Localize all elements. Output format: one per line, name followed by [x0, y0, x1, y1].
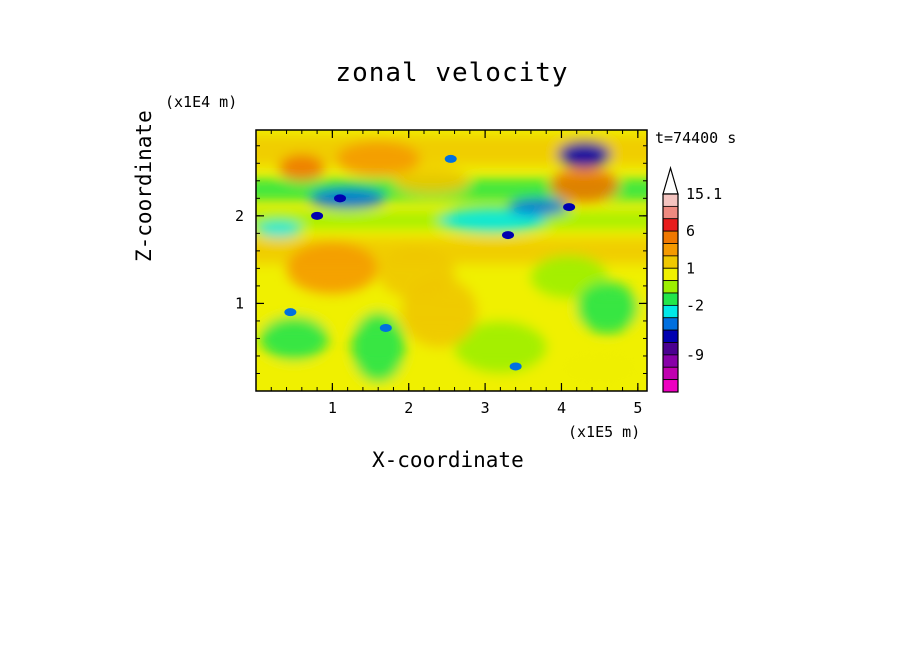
- colorbar-label: 6: [686, 222, 695, 240]
- colorbar-swatch: [662, 354, 679, 368]
- colorbar-swatch: [662, 366, 679, 381]
- colorbar-swatch: [662, 379, 679, 393]
- colorbar: 15.1 6 1 -2 -9: [662, 165, 722, 393]
- x-tick-label: 1: [328, 399, 337, 417]
- colorbar-swatch: [662, 280, 679, 294]
- colorbar-overflow-triangle: [662, 165, 679, 195]
- colorbar-swatch: [662, 193, 679, 207]
- field-spot: [311, 211, 324, 220]
- colorbar-label: -2: [686, 296, 704, 314]
- x-tick-label: 4: [557, 399, 566, 417]
- colorbar-label: -9: [686, 346, 704, 364]
- field-blob: [256, 220, 302, 238]
- colorbar-swatch: [662, 304, 679, 319]
- field-blob: [454, 320, 547, 374]
- x-tick-label: 3: [481, 399, 490, 417]
- field-blob: [401, 277, 478, 348]
- y-axis: 12: [235, 145, 647, 374]
- colorbar-swatch: [662, 205, 679, 220]
- colorbar-swatch: [662, 292, 679, 306]
- colorbar-swatch: [662, 218, 679, 232]
- field-blob: [550, 167, 619, 203]
- field-spot: [502, 231, 515, 240]
- heatmap-plot-area: [256, 130, 647, 391]
- x-axis-unit: (x1E5 m): [568, 423, 641, 441]
- x-axis: 1 2 3 4 5: [270, 130, 642, 417]
- field-blob: [557, 141, 612, 168]
- field-spot: [563, 203, 576, 212]
- y-axis-unit: (x1E4 m): [165, 93, 238, 111]
- colorbar-swatch: [662, 255, 679, 269]
- field-blob: [286, 242, 379, 295]
- field-blob: [336, 141, 421, 177]
- field-blob: [508, 198, 570, 216]
- field-blob: [259, 316, 329, 361]
- colorbar-swatch: [662, 342, 679, 356]
- field-blob: [561, 347, 638, 383]
- colorbar-label: 1: [686, 259, 695, 277]
- field-spot: [444, 154, 457, 163]
- field-blob: [351, 312, 405, 383]
- field-spot: [334, 194, 347, 203]
- y-tick-label: 2: [235, 207, 244, 225]
- colorbar-swatch: [662, 329, 679, 343]
- field-blob: [576, 281, 638, 335]
- colorbar-frame: [662, 193, 679, 393]
- x-tick-label: 2: [404, 399, 413, 417]
- field-blob: [278, 154, 325, 181]
- field-blob: [309, 187, 386, 209]
- chart-title: zonal velocity: [335, 58, 569, 88]
- time-label: t=74400 s: [655, 129, 737, 147]
- field-spot: [284, 308, 297, 317]
- colorbar-swatch: [662, 243, 679, 257]
- colorbar-swatch: [662, 267, 679, 282]
- x-axis-label: X-coordinate: [372, 448, 524, 472]
- plot-frame: [255, 129, 648, 392]
- colorbar-swatch: [662, 230, 679, 244]
- x-tick-label: 5: [633, 399, 642, 417]
- field-spot: [379, 323, 392, 332]
- colorbar-label: 15.1: [686, 185, 722, 203]
- y-tick-label: 1: [235, 294, 244, 312]
- field-spot: [509, 362, 522, 371]
- colorbar-swatch: [662, 317, 679, 331]
- field-blob: [393, 167, 470, 194]
